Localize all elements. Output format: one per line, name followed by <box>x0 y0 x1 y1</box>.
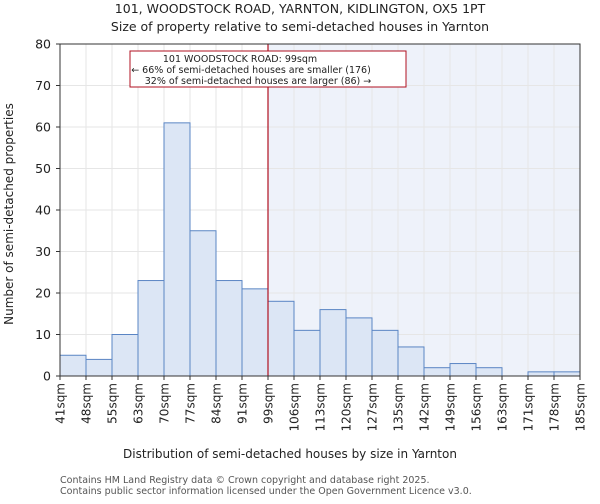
y-tick-label: 20 <box>35 286 51 301</box>
footer-line-2: Contains public sector information licen… <box>60 486 472 497</box>
x-tick-label: 91sqm <box>236 383 250 424</box>
annotation-line-3: 32% of semi-detached houses are larger (… <box>145 76 372 87</box>
bar-149sqm <box>449 363 477 377</box>
bars <box>59 122 581 377</box>
bar-135sqm <box>397 346 425 377</box>
annotation-box: 101 WOODSTOCK ROAD: 99sqm ← 66% of semi-… <box>129 50 407 88</box>
y-tick-label: 80 <box>35 37 51 52</box>
y-tick-label: 30 <box>35 244 51 259</box>
x-tick-label: 127sqm <box>366 383 380 431</box>
x-tick-label: 178sqm <box>548 383 562 431</box>
x-tick-label: 77sqm <box>184 383 198 424</box>
x-tick-label: 70sqm <box>158 383 172 424</box>
chart-subtitle: Size of property relative to semi-detach… <box>111 19 489 34</box>
bar-48sqm <box>85 358 113 377</box>
bar-77sqm <box>189 230 217 377</box>
x-tick-label: 41sqm <box>54 383 68 424</box>
y-axis: 0 10 20 30 40 50 60 70 80 <box>35 37 60 384</box>
chart-title: 101, WOODSTOCK ROAD, YARNTON, KIDLINGTON… <box>115 1 486 16</box>
y-tick-label: 40 <box>35 203 51 218</box>
bar-63sqm <box>137 280 165 377</box>
x-tick-label: 171sqm <box>522 383 536 431</box>
annotation-line-1: 101 WOODSTOCK ROAD: 99sqm <box>163 54 317 65</box>
x-tick-label: 99sqm <box>262 383 276 424</box>
x-tick-label: 106sqm <box>288 383 302 431</box>
x-tick-label: 163sqm <box>496 383 510 431</box>
x-tick-label: 84sqm <box>210 383 224 424</box>
footer-line-1: Contains HM Land Registry data © Crown c… <box>60 475 430 486</box>
bar-127sqm <box>371 329 399 377</box>
y-tick-label: 0 <box>43 369 51 384</box>
y-axis-label: Number of semi-detached properties <box>2 103 16 325</box>
y-tick-label: 10 <box>35 327 51 342</box>
x-tick-label: 156sqm <box>470 383 484 431</box>
x-tick-label: 113sqm <box>314 383 328 431</box>
annotation-line-2: ← 66% of semi-detached houses are smalle… <box>131 65 371 76</box>
bar-156sqm <box>475 367 503 377</box>
x-tick-label: 48sqm <box>80 383 94 424</box>
bar-113sqm <box>319 309 347 377</box>
bar-106sqm <box>293 329 321 377</box>
x-axis: 41sqm 48sqm 55sqm 63sqm 70sqm 77sqm 84sqm 91sqm… <box>54 376 588 431</box>
bar-142sqm <box>423 367 451 377</box>
bar-70sqm <box>163 122 191 377</box>
bar-41sqm <box>59 354 87 377</box>
y-tick-label: 70 <box>35 78 51 93</box>
x-tick-label: 120sqm <box>340 383 354 431</box>
bar-178sqm <box>553 371 581 377</box>
bar-55sqm <box>111 334 139 377</box>
x-tick-label: 142sqm <box>418 383 432 431</box>
y-tick-label: 60 <box>35 120 51 135</box>
x-tick-label: 55sqm <box>106 383 120 424</box>
y-tick-label: 50 <box>35 161 51 176</box>
bar-91sqm <box>241 288 269 377</box>
x-axis-label: Distribution of semi-detached houses by … <box>123 447 457 461</box>
bar-120sqm <box>345 317 373 377</box>
bar-171sqm <box>527 371 555 377</box>
bar-84sqm <box>215 280 243 377</box>
x-tick-label: 149sqm <box>444 383 458 431</box>
x-tick-label: 135sqm <box>392 383 406 431</box>
bar-99sqm <box>267 300 295 377</box>
x-tick-label: 185sqm <box>574 383 588 431</box>
x-tick-label: 63sqm <box>132 383 146 424</box>
